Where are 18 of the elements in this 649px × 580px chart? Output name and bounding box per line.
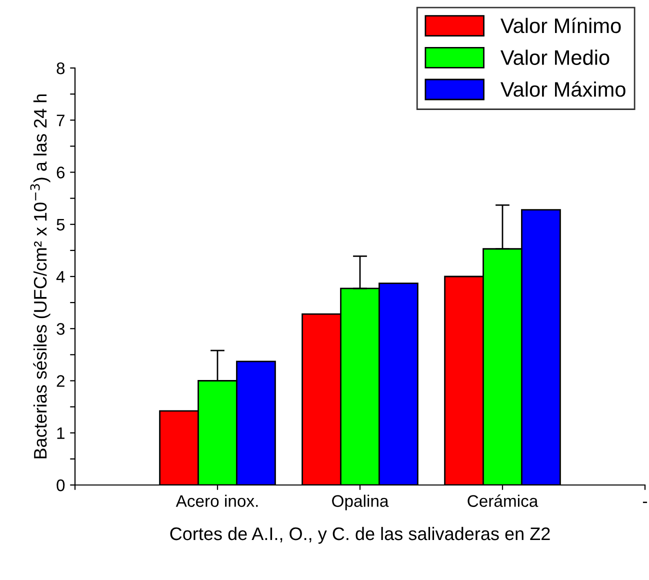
x-tick-label: Acero inox.	[176, 494, 258, 507]
y-tick-label: 4	[56, 271, 65, 283]
legend-label: Valor Mínimo	[500, 18, 621, 34]
x-tick-label: Opalina	[332, 494, 389, 510]
legend-label: Valor Medio	[500, 50, 610, 65]
y-axis-title: Bacterias sésiles (UFC/cm² x 10$^{−3}$) a las 24 h	[30, 94, 50, 458]
y-tick-label: 0	[56, 479, 65, 492]
y-tick-label: 1	[57, 427, 64, 439]
y-tick-label: 7	[56, 114, 64, 126]
y-tick-label: 3	[56, 323, 65, 335]
y-tick-label: 6	[56, 166, 65, 178]
y-tick-label: 2	[56, 375, 64, 387]
x-tick-label: -	[642, 502, 648, 504]
legend-label: Valor Máximo	[500, 81, 626, 97]
x-tick-label: Cerámica	[468, 494, 538, 507]
y-tick-label: 8	[56, 62, 65, 74]
y-tick-label: 5	[56, 218, 65, 231]
x-axis-title: Cortes de A.I., O., y C. de las salivaderas en Z2	[170, 526, 550, 544]
